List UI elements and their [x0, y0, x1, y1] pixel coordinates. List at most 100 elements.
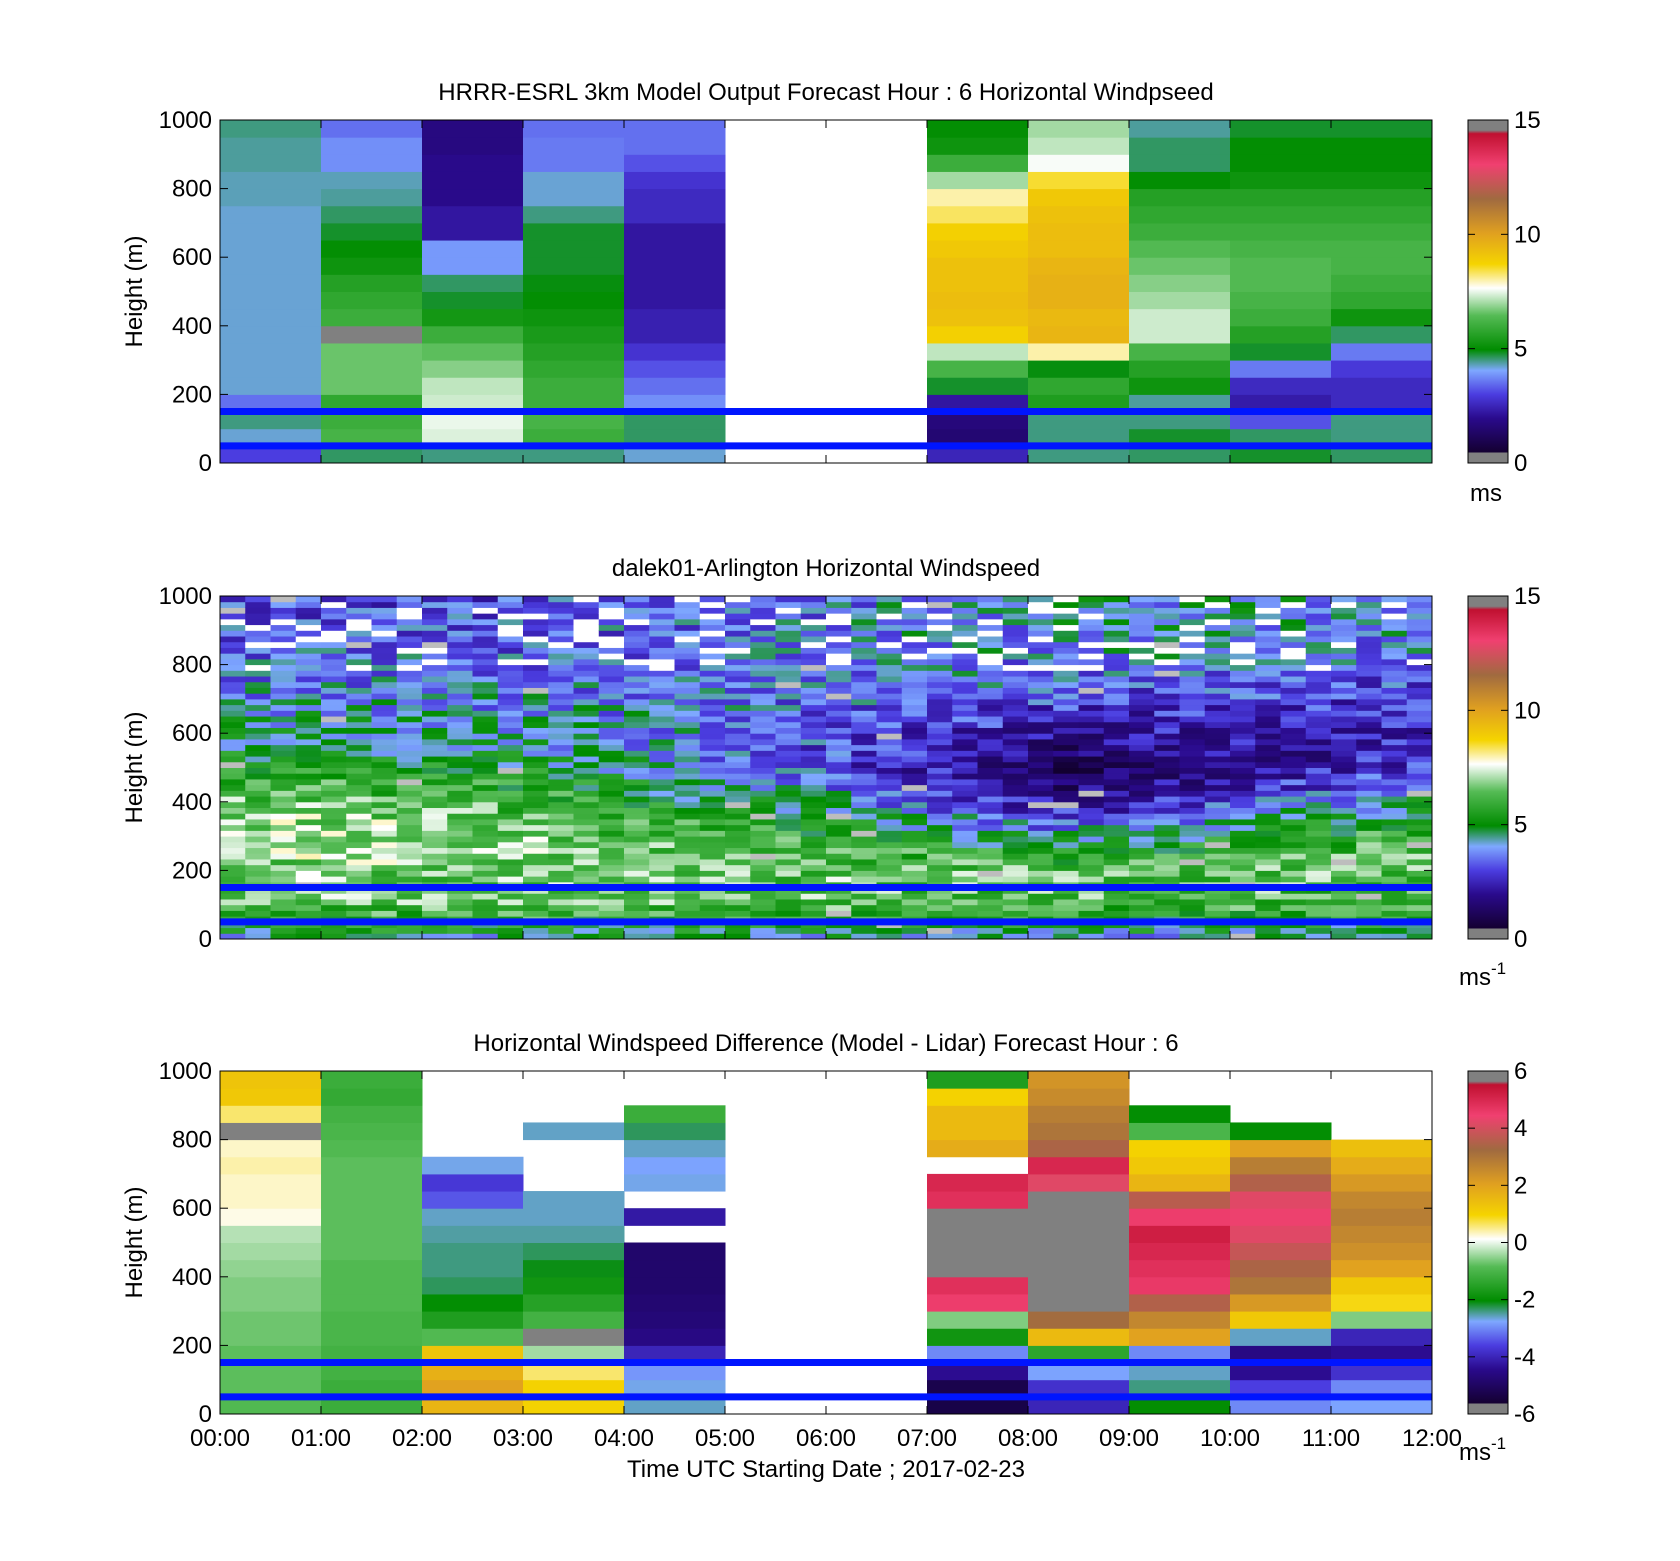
heatmap-cell: [775, 756, 802, 763]
heatmap-cell: [1406, 636, 1433, 643]
heatmap-cell: [876, 601, 903, 608]
heatmap-cell: [1078, 676, 1105, 683]
heatmap-cell: [396, 613, 423, 620]
heatmap-cell: [1078, 704, 1105, 711]
heatmap-cell: [1406, 653, 1433, 660]
heatmap-cell: [497, 676, 524, 683]
heatmap-cell: [1103, 681, 1130, 688]
heatmap-cell: [1103, 910, 1130, 917]
heatmap-cell: [977, 790, 1004, 797]
heatmap-cell: [1154, 687, 1180, 694]
heatmap-cell: [497, 607, 524, 614]
heatmap-cell: [851, 893, 877, 900]
heatmap-cell: [1331, 1311, 1433, 1329]
heatmap-cell: [1305, 756, 1332, 763]
heatmap-cell: [851, 858, 877, 866]
heatmap-cell: [598, 767, 625, 774]
heatmap-cell: [447, 750, 473, 757]
heatmap-cell: [548, 756, 574, 763]
heatmap-cell: [1255, 767, 1281, 774]
heatmap-cell: [422, 750, 448, 757]
heatmap-cell: [598, 670, 625, 677]
heatmap-cell: [1204, 927, 1231, 934]
heatmap-cell: [447, 790, 473, 797]
heatmap-cell: [1028, 613, 1054, 620]
heatmap-cell: [295, 778, 322, 786]
heatmap-cell: [220, 1345, 322, 1364]
heatmap-cell: [800, 904, 827, 911]
heatmap-cell: [1230, 853, 1256, 860]
heatmap-cell: [497, 618, 524, 626]
heatmap-cell: [649, 624, 675, 631]
heatmap-cell: [952, 596, 978, 603]
heatmap-cell: [1230, 1293, 1332, 1312]
heatmap-cell: [901, 738, 928, 746]
heatmap-cell: [447, 733, 473, 740]
heatmap-cell: [674, 738, 701, 746]
heatmap-cell: [624, 658, 650, 666]
heatmap-cell: [1204, 876, 1231, 883]
heatmap-cell: [472, 596, 499, 603]
heatmap-cell: [447, 607, 473, 614]
heatmap-cell: [1028, 1173, 1130, 1192]
heatmap-cell: [800, 784, 827, 791]
heatmap-cell: [245, 698, 271, 706]
heatmap-cell: [1028, 411, 1130, 430]
heatmap-cell: [1179, 767, 1206, 774]
heatmap-cell: [573, 898, 600, 906]
heatmap-cell: [1230, 1259, 1332, 1278]
heatmap-cell: [952, 670, 978, 677]
heatmap-cell: [977, 624, 1004, 631]
heatmap-cell: [901, 830, 928, 837]
heatmap-cell: [371, 670, 398, 677]
heatmap-cell: [624, 698, 650, 706]
heatmap-cell: [750, 664, 776, 671]
heatmap-cell: [851, 733, 877, 740]
heatmap-cell: [1129, 653, 1155, 660]
heatmap-cell: [952, 784, 978, 791]
heatmap-cell: [422, 687, 448, 694]
heatmap-cell: [826, 773, 852, 780]
heatmap-cell: [1381, 864, 1408, 871]
x-tick-label: 06:00: [796, 1425, 856, 1452]
heatmap-cell: [901, 933, 928, 940]
heatmap-cell: [548, 613, 574, 620]
heatmap-cell: [422, 698, 448, 706]
heatmap-cell: [624, 137, 726, 155]
heatmap-cell: [1129, 1379, 1231, 1398]
heatmap-cell: [699, 836, 726, 843]
heatmap-cell: [1002, 927, 1029, 934]
heatmap-cell: [1406, 716, 1433, 723]
heatmap-cell: [725, 813, 751, 820]
heatmap-cell: [1204, 847, 1231, 854]
heatmap-cell: [901, 910, 928, 917]
heatmap-cell: [598, 596, 625, 603]
heatmap-cell: [674, 733, 701, 740]
heatmap-cell: [1078, 813, 1105, 820]
heatmap-cell: [649, 664, 675, 671]
heatmap-cell: [977, 773, 1004, 780]
heatmap-cell: [1305, 693, 1332, 700]
heatmap-cell: [851, 647, 877, 654]
heatmap-cell: [1230, 676, 1256, 683]
heatmap-cell: [1356, 687, 1382, 694]
heatmap-cell: [901, 613, 928, 620]
heatmap-cell: [1154, 847, 1180, 854]
heatmap-cell: [1078, 870, 1105, 877]
heatmap-cell: [497, 841, 524, 849]
heatmap-cell: [624, 790, 650, 797]
heatmap-cell: [497, 698, 524, 706]
heatmap-cell: [422, 858, 448, 866]
heatmap-cell: [927, 222, 1029, 241]
heatmap-cell: [598, 613, 625, 620]
heatmap-cell: [1179, 813, 1206, 820]
heatmap-cell: [220, 927, 246, 934]
heatmap-cell: [927, 1088, 1029, 1106]
heatmap-cell: [1255, 670, 1281, 677]
heatmap-cell: [1331, 360, 1433, 378]
heatmap-cell: [1129, 1105, 1231, 1123]
heatmap-cell: [220, 653, 246, 660]
heatmap-cell: [497, 801, 524, 809]
heatmap-cell: [649, 864, 675, 871]
heatmap-cell: [1002, 778, 1029, 786]
